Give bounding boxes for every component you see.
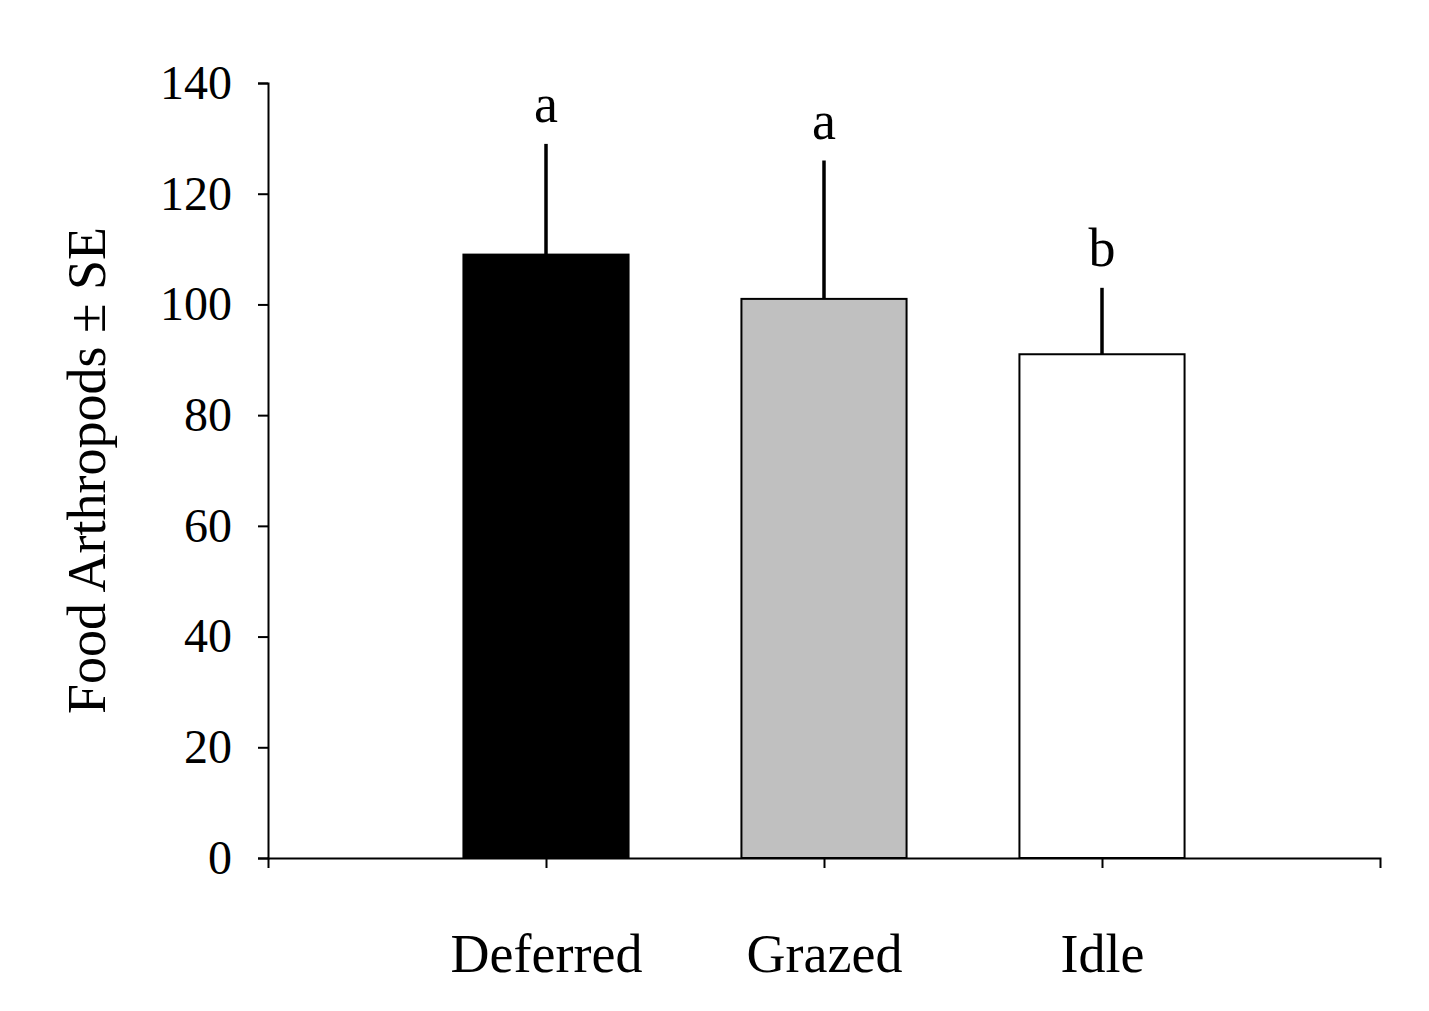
y-tick: 20 [184, 720, 268, 773]
x-tick-label: Idle [1061, 924, 1145, 984]
y-tick: 0 [208, 831, 268, 884]
x-axis-line [269, 859, 1381, 869]
annotation: a [534, 74, 558, 134]
error-bar [1100, 288, 1104, 354]
y-axis-title: Food Arthropods ± SE [57, 227, 117, 714]
plot-area [463, 144, 1184, 858]
y-tick-label: 100 [160, 277, 232, 330]
y-tick-label: 140 [160, 56, 232, 109]
y-tick-mark [258, 415, 268, 417]
x-tick: Idle [1061, 858, 1145, 984]
y-tick: 60 [184, 499, 268, 552]
y-tick: 80 [184, 388, 268, 441]
y-tick: 40 [184, 609, 268, 662]
y-tick-mark [258, 636, 268, 638]
y-tick: 100 [160, 277, 268, 330]
error-bar [544, 144, 548, 255]
y-tick: 120 [160, 167, 268, 220]
y-axis-line [258, 84, 269, 859]
annotations: a a b [534, 74, 1115, 278]
y-tick-mark [258, 525, 268, 527]
x-tick-label: Grazed [747, 924, 903, 984]
x-tick-mark [824, 858, 826, 868]
error-bar [822, 161, 826, 299]
y-tick-mark [258, 858, 268, 860]
y-tick-mark [258, 83, 268, 85]
y-tick: 140 [160, 56, 268, 109]
annotation: a [812, 91, 836, 151]
y-tick-label: 80 [184, 388, 232, 441]
x-tick-label: Deferred [451, 924, 643, 984]
y-tick-mark [258, 193, 268, 195]
y-tick-label: 120 [160, 167, 232, 220]
y-tick-label: 60 [184, 499, 232, 552]
bar [463, 255, 628, 858]
y-tick-label: 40 [184, 609, 232, 662]
y-tick-mark [258, 747, 268, 749]
chart: a a b 0 20 40 60 80 100 120 140 Deferred Grazed Idle F… [0, 0, 1429, 1011]
x-tick: Deferred [451, 858, 643, 984]
y-tick-label: 20 [184, 720, 232, 773]
x-tick-mark [546, 858, 548, 868]
y-axis: 0 20 40 60 80 100 120 140 [160, 56, 269, 884]
x-axis: Deferred Grazed Idle [269, 858, 1381, 984]
bar [741, 299, 906, 858]
bar [1019, 354, 1184, 858]
y-tick-mark [258, 304, 268, 306]
x-tick-mark [1102, 858, 1104, 868]
x-tick: Grazed [747, 858, 903, 984]
y-tick-label: 0 [208, 831, 232, 884]
annotation: b [1089, 218, 1116, 278]
